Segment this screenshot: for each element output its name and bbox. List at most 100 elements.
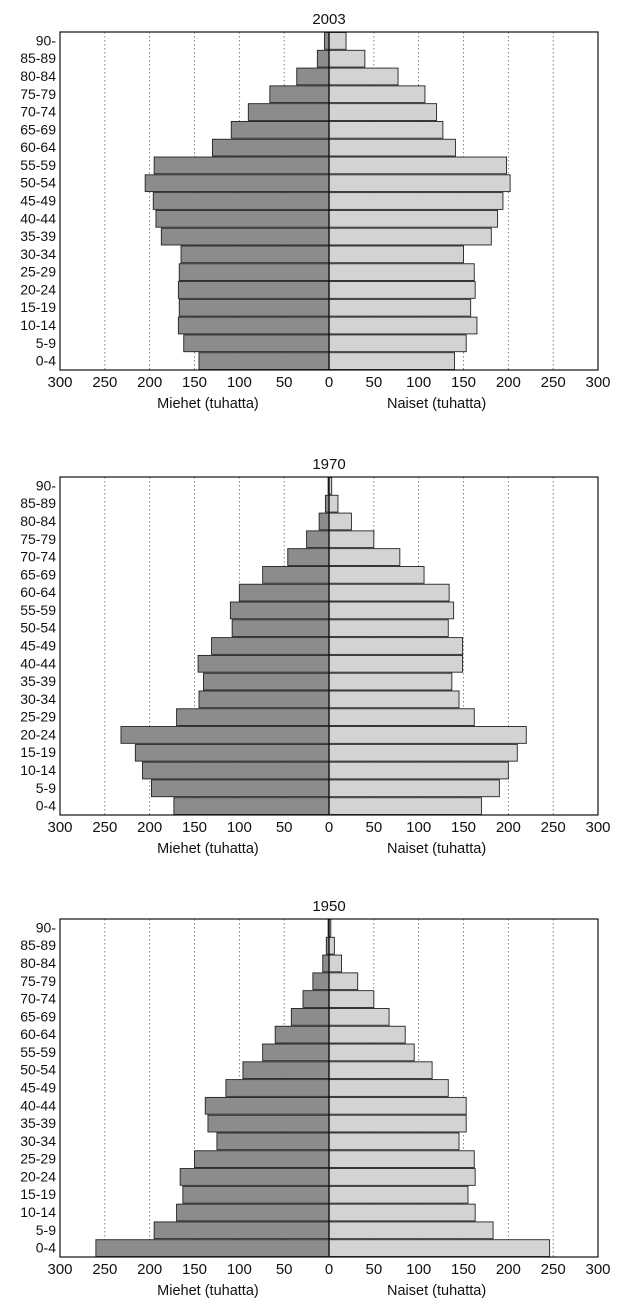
bar-men-55-59 <box>229 601 330 620</box>
x-tick-label: 200 <box>137 1261 162 1278</box>
age-group-label: 40-44 <box>20 1097 56 1113</box>
age-group-label: 80-84 <box>20 68 56 84</box>
bar-men-50-54 <box>144 174 330 193</box>
bar-women-30-34 <box>328 690 460 709</box>
bar-men-10-14 <box>176 1203 330 1222</box>
bar-women-20-24 <box>328 726 527 744</box>
age-group-label: 70-74 <box>20 549 56 565</box>
age-group-label: 70-74 <box>20 991 56 1007</box>
bar-men-75-79 <box>312 972 330 991</box>
men-axis-title: Miehet (tuhatta) <box>157 1283 259 1299</box>
x-tick-label: 100 <box>406 374 431 391</box>
bar-men-0-4 <box>173 797 330 815</box>
bar-men-65-69 <box>230 120 330 139</box>
bar-men-15-19 <box>182 1185 330 1204</box>
bar-women-35-39 <box>328 672 453 691</box>
bar-women-60-64 <box>328 138 456 157</box>
age-group-label: 5-9 <box>36 335 56 351</box>
age-group-label: 60-64 <box>20 1026 56 1042</box>
x-tick-label: 200 <box>137 374 162 391</box>
bar-women-40-44 <box>328 1096 467 1115</box>
bar-women-0-4 <box>328 1239 551 1257</box>
bar-men-60-64 <box>211 138 330 157</box>
bar-men-10-14 <box>142 761 330 780</box>
bar-men-25-29 <box>194 1150 330 1169</box>
age-group-label: 15-19 <box>20 1186 56 1202</box>
bar-women-25-29 <box>328 1150 475 1169</box>
bar-women-0-4 <box>328 352 455 370</box>
x-tick-label: 0 <box>325 819 333 836</box>
bar-women-15-19 <box>328 743 518 762</box>
bar-women-20-24 <box>328 1168 476 1186</box>
bar-women-75-79 <box>328 85 426 104</box>
age-group-label: 55-59 <box>20 1044 56 1060</box>
bar-men-0-4 <box>95 1239 330 1257</box>
x-tick-label: 50 <box>365 374 382 391</box>
bar-women-5-9 <box>328 779 500 798</box>
age-group-label: 50-54 <box>20 175 56 191</box>
plot-frame <box>59 31 599 371</box>
age-group-label: 55-59 <box>20 157 56 173</box>
age-group-label: 0-4 <box>36 1240 56 1256</box>
bar-men-40-44 <box>197 654 330 673</box>
age-group-label: 75-79 <box>20 86 56 102</box>
bar-men-55-59 <box>153 156 330 175</box>
bar-men-60-64 <box>238 583 330 602</box>
x-tick-label: 300 <box>585 374 610 391</box>
chart-title: 1970 <box>312 456 345 473</box>
x-tick-label: 200 <box>496 374 521 391</box>
age-group-label: 5-9 <box>36 1222 56 1238</box>
age-group-label: 35-39 <box>20 673 56 689</box>
bar-men-30-34 <box>216 1132 330 1151</box>
bar-women-10-14 <box>328 761 509 780</box>
bar-women-80-84 <box>328 512 352 531</box>
bar-women-90 <box>328 32 347 50</box>
bar-women-70-74 <box>328 990 375 1008</box>
plot-frame <box>59 476 599 816</box>
bar-men-0-4 <box>198 352 330 370</box>
age-group-label: 30-34 <box>20 1133 56 1149</box>
x-tick-label: 50 <box>365 819 382 836</box>
bar-men-5-9 <box>151 779 330 798</box>
x-tick-label: 250 <box>92 1261 117 1278</box>
bar-women-65-69 <box>328 565 425 584</box>
x-tick-label: 150 <box>451 374 476 391</box>
bar-women-45-49 <box>328 192 504 210</box>
bar-men-45-49 <box>225 1079 330 1097</box>
bar-women-75-79 <box>328 972 359 991</box>
x-tick-label: 200 <box>496 819 521 836</box>
x-tick-label: 200 <box>496 1261 521 1278</box>
age-group-label: 75-79 <box>20 531 56 547</box>
x-tick-label: 50 <box>365 1261 382 1278</box>
men-axis-title: Miehet (tuhatta) <box>157 396 259 412</box>
age-group-label: 30-34 <box>20 246 56 262</box>
bar-men-45-49 <box>152 192 330 210</box>
bar-men-20-24 <box>120 726 330 744</box>
x-tick-label: 150 <box>451 819 476 836</box>
age-group-label: 40-44 <box>20 655 56 671</box>
age-group-label: 50-54 <box>20 1062 56 1078</box>
x-tick-label: 300 <box>47 819 72 836</box>
bar-men-75-79 <box>269 85 330 104</box>
age-group-label: 35-39 <box>20 228 56 244</box>
age-group-label: 35-39 <box>20 1115 56 1131</box>
x-tick-label: 0 <box>325 1261 333 1278</box>
age-group-label: 10-14 <box>20 762 56 778</box>
bar-men-30-34 <box>180 245 330 264</box>
bar-men-65-69 <box>290 1007 330 1026</box>
bar-women-20-24 <box>328 281 476 299</box>
bar-women-55-59 <box>328 1043 415 1062</box>
bar-women-10-14 <box>328 1203 476 1222</box>
age-group-label: 40-44 <box>20 210 56 226</box>
age-group-label: 25-29 <box>20 1151 56 1167</box>
bar-men-80-84 <box>296 67 330 86</box>
bar-men-55-59 <box>262 1043 330 1062</box>
bar-men-80-84 <box>318 512 330 531</box>
bar-women-10-14 <box>328 316 478 335</box>
age-group-label: 45-49 <box>20 1080 56 1096</box>
age-group-label: 10-14 <box>20 317 56 333</box>
x-tick-label: 50 <box>276 374 293 391</box>
